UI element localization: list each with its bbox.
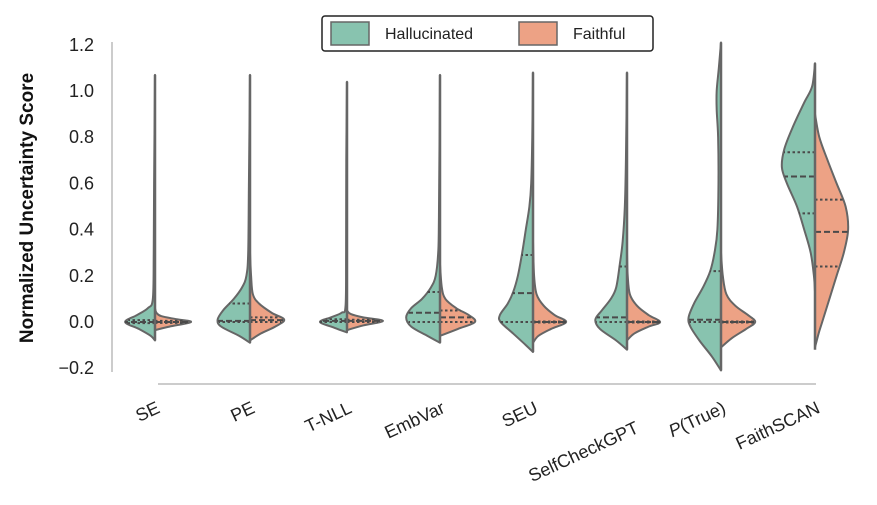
y-tick-label: 1.2 bbox=[69, 35, 94, 55]
x-tick-label-text: PE bbox=[227, 397, 257, 425]
violin-half-faithful bbox=[439, 263, 477, 337]
violin-half-hallucinated bbox=[780, 62, 816, 293]
x-tick-label: FaithSCAN bbox=[733, 397, 823, 453]
y-ticks: −0.2 0.0 0.2 0.4 0.6 0.8 1.0 1.2 bbox=[58, 35, 94, 378]
legend-label-faithful: Faithful bbox=[573, 26, 625, 43]
violin-faithscan bbox=[780, 62, 850, 350]
x-tick-label: SEU bbox=[499, 397, 541, 431]
violin-half-hallucinated bbox=[687, 41, 722, 372]
violin-half-faithful bbox=[532, 240, 568, 344]
legend-label-hallucinated: Hallucinated bbox=[385, 26, 473, 43]
violin-half-faithful bbox=[249, 251, 286, 342]
violin-se bbox=[124, 73, 193, 342]
y-tick-label: 0.6 bbox=[69, 173, 94, 193]
x-tick-label-text: FaithSCAN bbox=[733, 397, 823, 453]
x-tick-label-text: SE bbox=[132, 397, 162, 425]
y-axis-label: Normalized Uncertainty Score bbox=[17, 73, 38, 343]
violin-half-hallucinated bbox=[405, 73, 441, 344]
violin-half-faithful bbox=[626, 251, 662, 342]
x-tick-label: SelfCheckGPT bbox=[525, 417, 641, 485]
violin-embvar bbox=[405, 73, 477, 344]
y-tick-label: 1.0 bbox=[69, 81, 94, 101]
violin-p-true- bbox=[687, 41, 757, 372]
x-tick-label-text: SelfCheckGPT bbox=[525, 417, 641, 485]
y-tick-label: 0.2 bbox=[69, 266, 94, 286]
legend-swatch-faithful bbox=[518, 21, 558, 46]
violin-half-hallucinated bbox=[216, 73, 251, 344]
x-tick-label: PE bbox=[227, 397, 257, 425]
legend: Hallucinated Faithful bbox=[321, 15, 654, 52]
violin-half-hallucinated bbox=[124, 73, 156, 342]
y-tick-label: 0.8 bbox=[69, 127, 94, 147]
x-tick-label: SE bbox=[132, 397, 162, 425]
x-tick-label-text: EmbVar bbox=[382, 397, 448, 442]
legend-swatch-hallucinated bbox=[330, 21, 370, 46]
x-tick-label-text: (True) bbox=[676, 397, 728, 436]
violin-half-hallucinated bbox=[594, 71, 628, 351]
violin-half-faithful bbox=[720, 251, 757, 349]
x-tick-label-text: SEU bbox=[499, 397, 541, 431]
violin-selfcheckgpt bbox=[594, 71, 662, 351]
x-tick-label: T-NLL bbox=[302, 397, 355, 436]
y-tick-label: 0.0 bbox=[69, 312, 94, 332]
violin-seu bbox=[497, 71, 568, 354]
violin-pe bbox=[216, 73, 286, 344]
violin-t-nll bbox=[319, 80, 384, 334]
violin-half-hallucinated bbox=[497, 71, 534, 354]
y-tick-label: 0.4 bbox=[69, 220, 94, 240]
violin-half-hallucinated bbox=[319, 80, 348, 334]
x-tick-label-text: T-NLL bbox=[302, 397, 355, 436]
violin-half-faithful bbox=[154, 307, 193, 332]
x-tick-label: EmbVar bbox=[382, 397, 448, 442]
violin-half-faithful bbox=[814, 113, 850, 349]
y-tick-label: −0.2 bbox=[58, 358, 94, 378]
violins bbox=[124, 41, 850, 372]
legend-box bbox=[321, 15, 654, 52]
x-tick-label: P(True) bbox=[666, 397, 729, 441]
